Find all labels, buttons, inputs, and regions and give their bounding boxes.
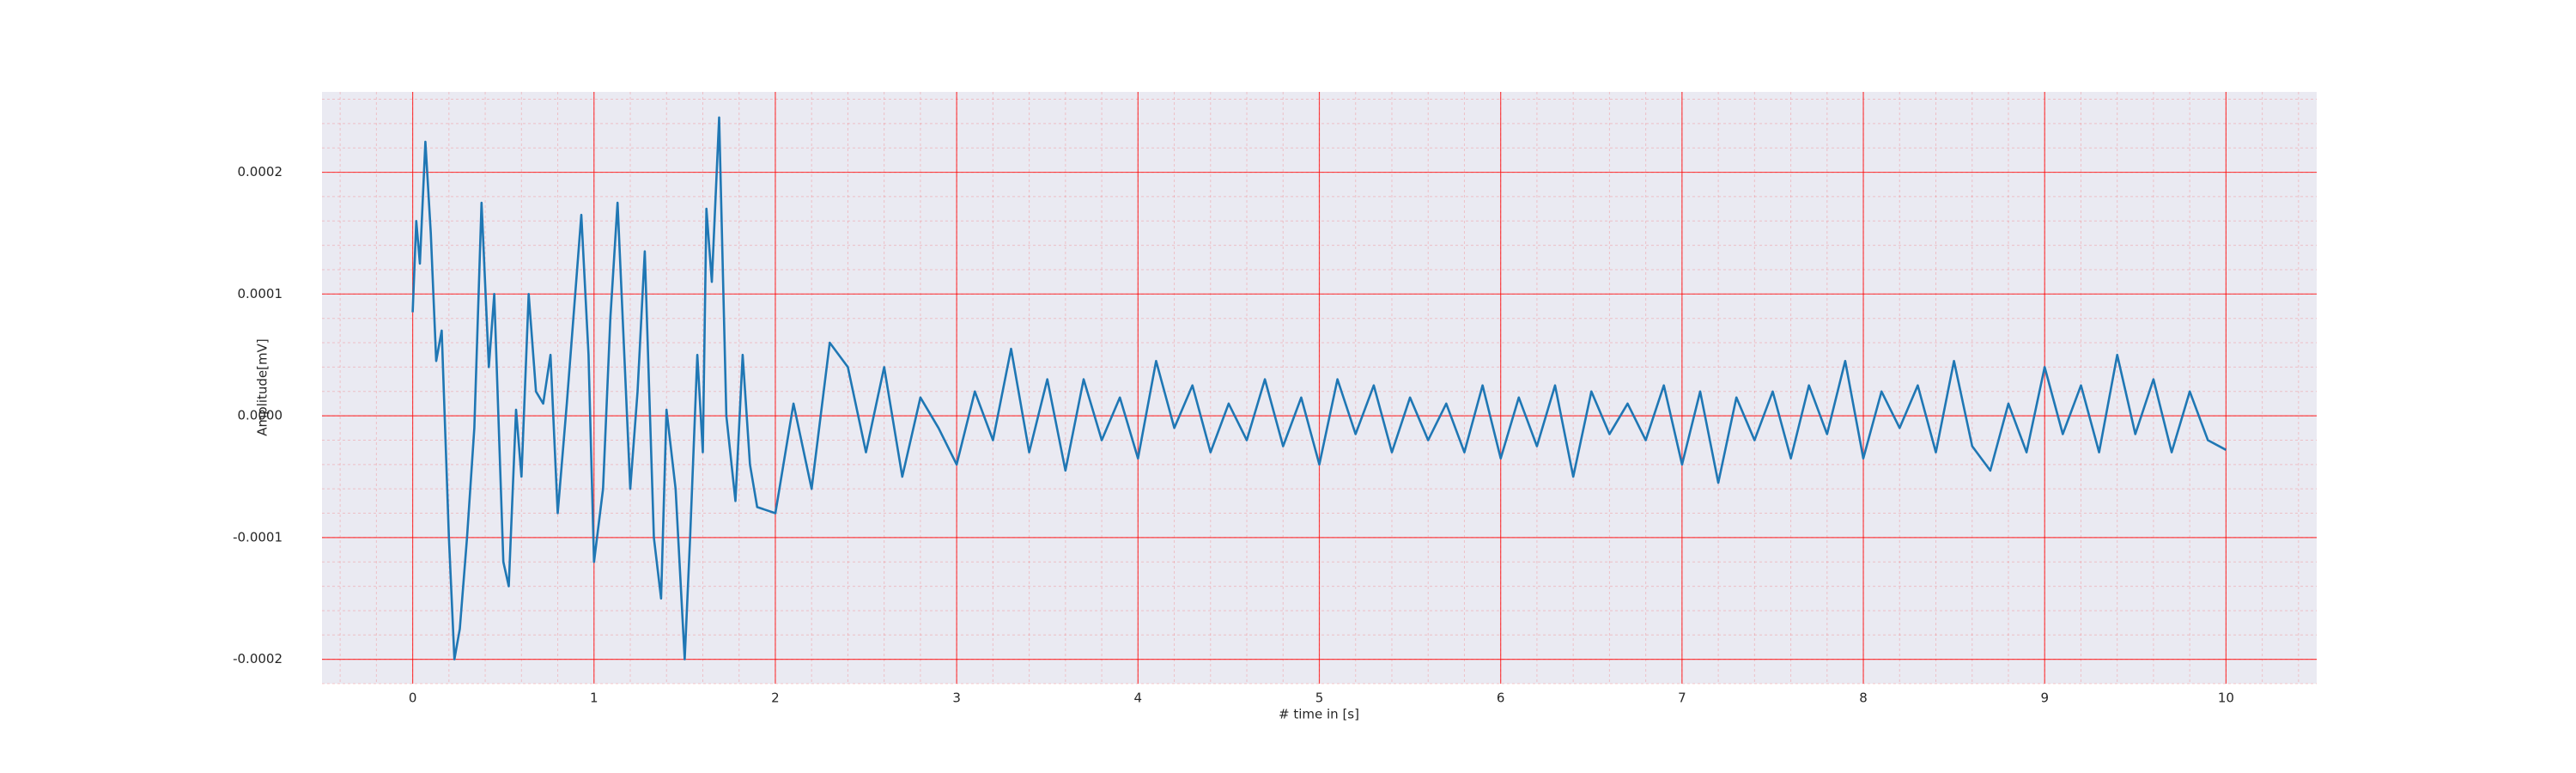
x-tick-label: 3: [952, 691, 961, 706]
x-tick-label: 10: [2218, 691, 2234, 706]
x-tick-label: 5: [1315, 691, 1324, 706]
x-tick-label: 1: [590, 691, 598, 706]
y-tick-label: 0.0002: [238, 164, 283, 180]
x-tick-label: 9: [2040, 691, 2049, 706]
signal-line: [411, 116, 2227, 660]
x-tick-label: 2: [771, 691, 780, 706]
x-tick-label: 6: [1497, 691, 1505, 706]
x-tick-label: 8: [1859, 691, 1868, 706]
y-tick-label: -0.0001: [233, 529, 283, 545]
y-tick-label: -0.0002: [233, 651, 283, 666]
y-tick-label: 0.0001: [238, 286, 283, 301]
x-axis-label: # time in [s]: [1279, 707, 1359, 722]
x-tick-label: 0: [409, 691, 417, 706]
y-tick-label: 0.0000: [238, 408, 283, 423]
x-tick-label: 7: [1678, 691, 1686, 706]
y-axis-label: Amplitude[mV]: [255, 338, 270, 435]
x-tick-label: 4: [1134, 691, 1143, 706]
